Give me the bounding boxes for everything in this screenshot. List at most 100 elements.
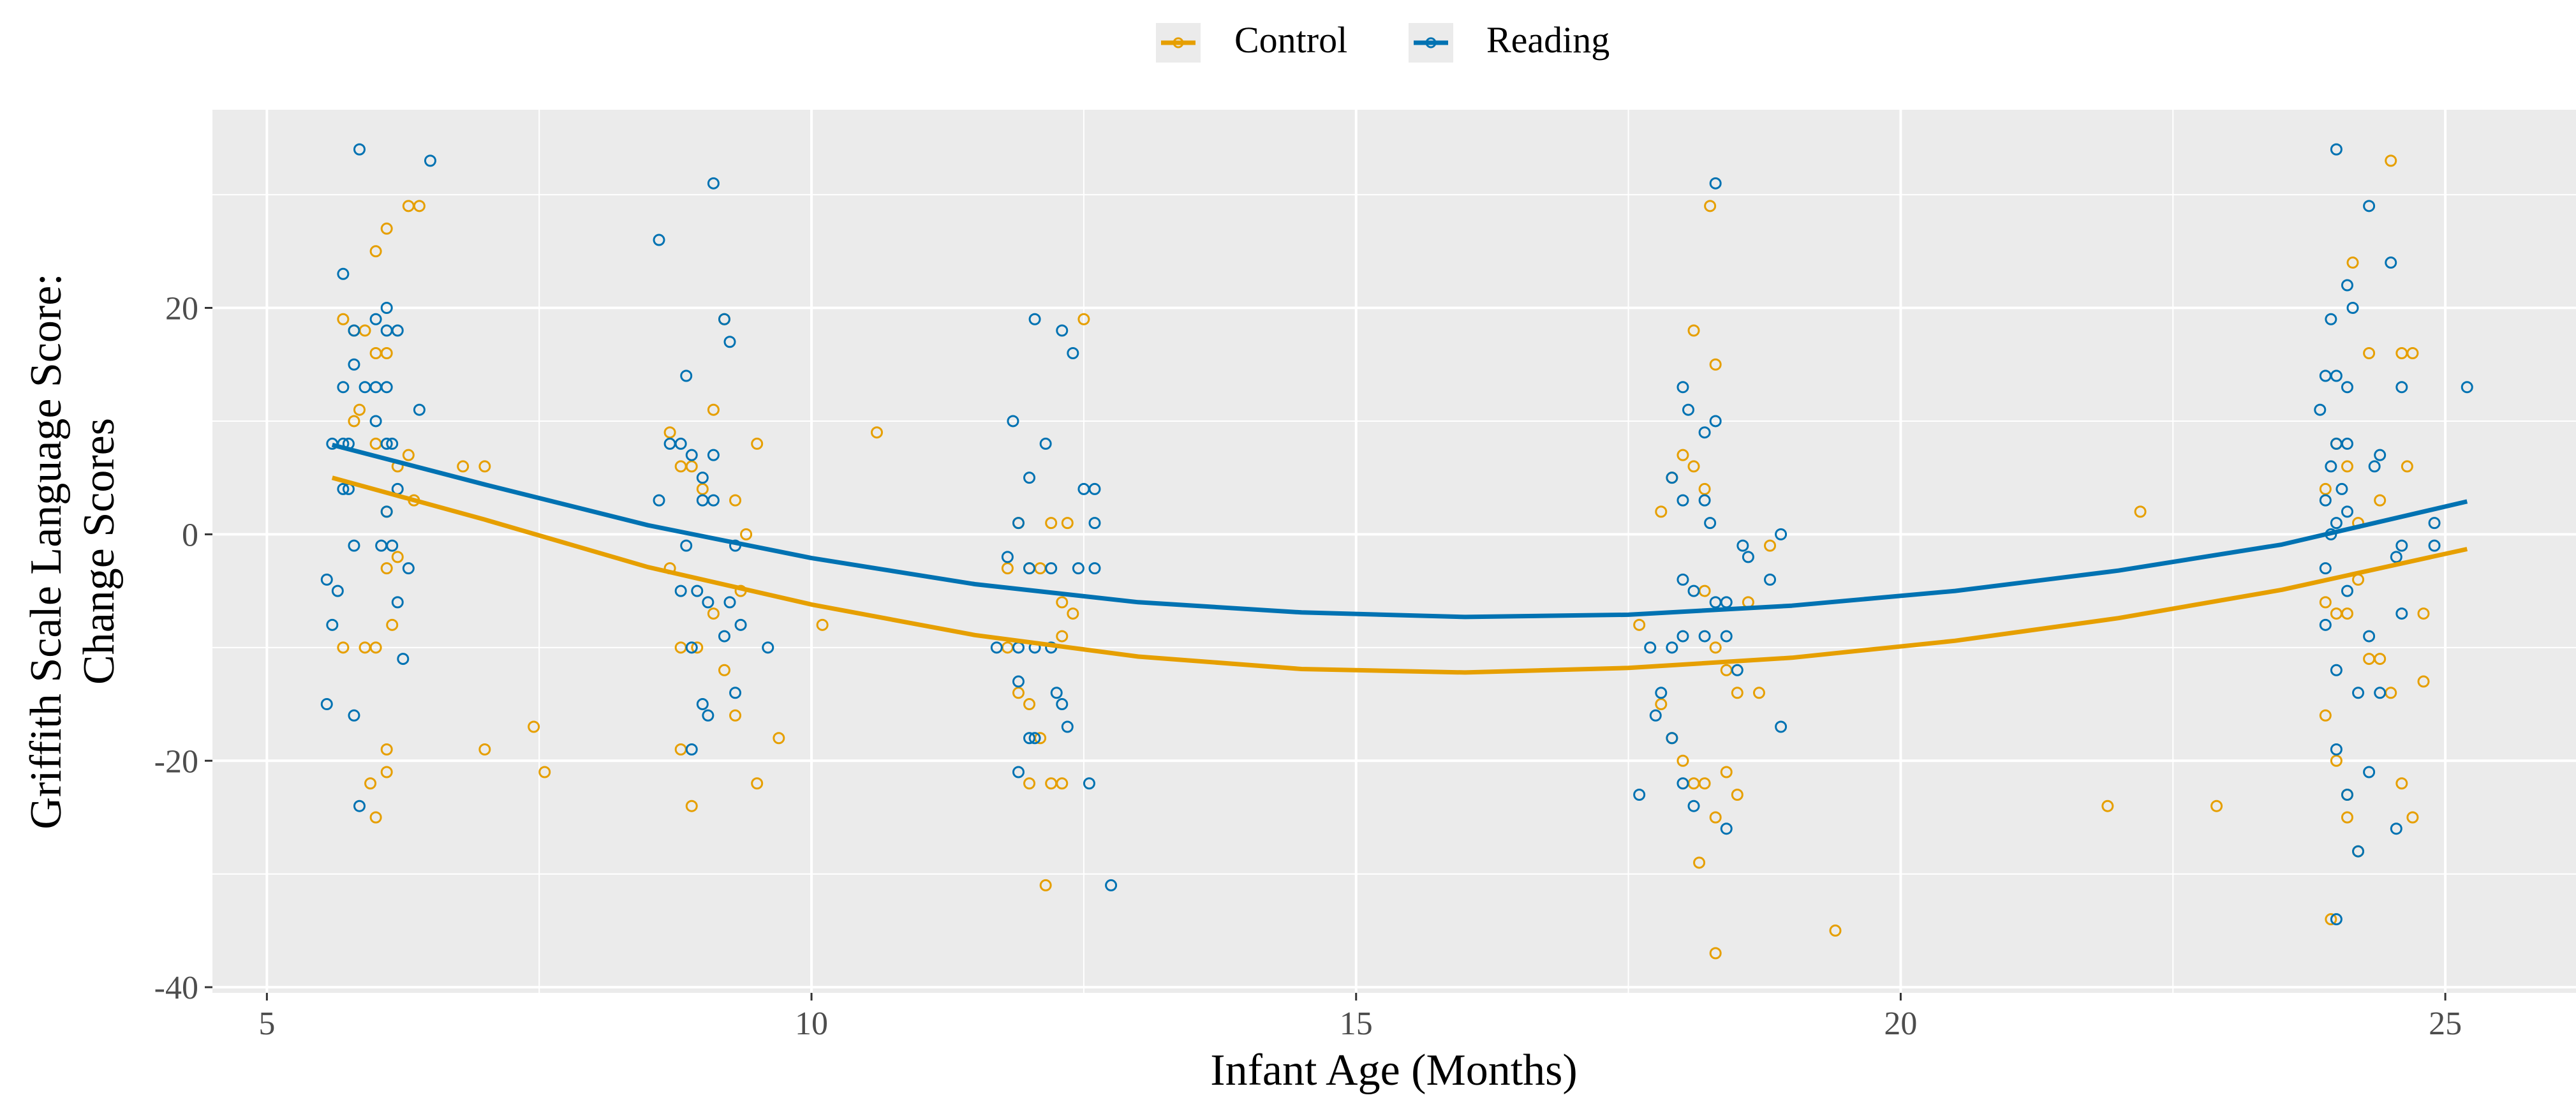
point-control: [1655, 505, 1668, 518]
y-tick-label: -40: [154, 970, 198, 1006]
point-reading: [1012, 517, 1025, 530]
point-reading: [348, 709, 360, 722]
point-reading: [413, 403, 426, 416]
point-reading: [723, 596, 736, 609]
point-control: [1001, 562, 1014, 575]
point-control: [1709, 947, 1722, 960]
point-control: [1720, 766, 1733, 778]
point-reading: [702, 596, 714, 609]
point-control: [1829, 924, 1842, 937]
point-reading: [1012, 766, 1025, 778]
point-reading: [397, 653, 410, 666]
point-control: [718, 664, 730, 676]
point-control: [2346, 257, 2359, 269]
point-control: [380, 562, 393, 575]
point-reading: [734, 618, 747, 631]
legend: Control Reading: [1156, 19, 1610, 63]
point-reading: [1012, 675, 1025, 688]
point-reading: [1709, 415, 1722, 428]
point-control: [1698, 482, 1711, 495]
point-control: [751, 777, 764, 790]
point-reading: [2330, 517, 2343, 530]
point-reading: [696, 698, 709, 711]
point-reading: [386, 437, 399, 450]
point-reading: [1666, 641, 1678, 654]
point-reading: [2341, 788, 2353, 801]
point-reading: [707, 449, 720, 461]
point-reading: [1633, 788, 1646, 801]
point-control: [870, 426, 883, 439]
point-reading: [380, 437, 393, 450]
point-reading: [348, 539, 360, 552]
point-reading: [1704, 517, 1717, 530]
point-reading: [1682, 403, 1694, 416]
point-reading: [2352, 845, 2365, 858]
point-reading: [2341, 584, 2353, 597]
point-reading: [1736, 539, 1749, 552]
point-control: [1704, 200, 1717, 212]
point-control: [364, 777, 377, 790]
point-control: [685, 460, 698, 473]
point-reading: [2374, 687, 2387, 699]
point-control: [391, 551, 404, 563]
point-reading: [1023, 472, 1036, 484]
point-reading: [691, 584, 704, 597]
point-control: [2406, 346, 2419, 359]
point-control: [2395, 777, 2408, 790]
point-reading: [1655, 687, 1668, 699]
point-control: [1655, 698, 1668, 711]
point-control: [691, 641, 704, 654]
point-control: [478, 743, 491, 756]
point-reading: [1023, 732, 1036, 745]
point-reading: [653, 494, 665, 507]
point-reading: [2319, 562, 2332, 575]
point-reading: [685, 449, 698, 461]
point-reading: [2363, 766, 2376, 778]
point-control: [380, 766, 393, 778]
point-reading: [1050, 687, 1063, 699]
point-reading: [990, 641, 1003, 654]
point-control: [353, 403, 366, 416]
point-reading: [1056, 324, 1069, 337]
point-control: [348, 415, 360, 428]
point-reading: [1666, 472, 1678, 484]
point-control: [2134, 505, 2147, 518]
x-tick-label: 10: [795, 1006, 828, 1042]
point-reading: [1649, 709, 1662, 722]
plot-panel: [212, 110, 2576, 993]
point-reading: [674, 437, 687, 450]
point-reading: [386, 539, 399, 552]
x-tick-label: 15: [1340, 1006, 1373, 1042]
point-control: [2319, 596, 2332, 609]
point-reading: [2395, 539, 2408, 552]
point-reading: [685, 641, 698, 654]
point-reading: [2319, 494, 2332, 507]
point-reading: [380, 381, 393, 394]
point-reading: [380, 302, 393, 315]
point-reading: [1677, 777, 1689, 790]
point-reading: [1687, 584, 1700, 597]
point-reading: [2363, 630, 2376, 643]
point-control: [1077, 313, 1090, 325]
point-control: [2319, 709, 2332, 722]
ticks-layer: 5 10 15 20 25 -40 -20 0 20: [154, 291, 2462, 1042]
point-control: [2401, 460, 2413, 473]
point-control: [1633, 618, 1646, 631]
x-axis-title: Infant Age (Months): [1210, 1046, 1577, 1095]
point-control: [2374, 494, 2387, 507]
point-reading: [2346, 302, 2359, 315]
point-control: [1039, 879, 1052, 891]
point-reading: [1677, 381, 1689, 394]
point-reading: [1677, 494, 1689, 507]
point-reading: [1764, 573, 1777, 586]
point-reading: [2330, 913, 2343, 926]
point-reading: [1039, 437, 1052, 450]
point-reading: [380, 505, 393, 518]
point-reading: [2428, 539, 2441, 552]
point-control: [1012, 687, 1025, 699]
point-reading: [1775, 528, 1788, 540]
y-tick-label: 0: [182, 517, 198, 553]
point-reading: [2390, 551, 2402, 563]
point-control: [457, 460, 470, 473]
point-reading: [337, 381, 350, 394]
